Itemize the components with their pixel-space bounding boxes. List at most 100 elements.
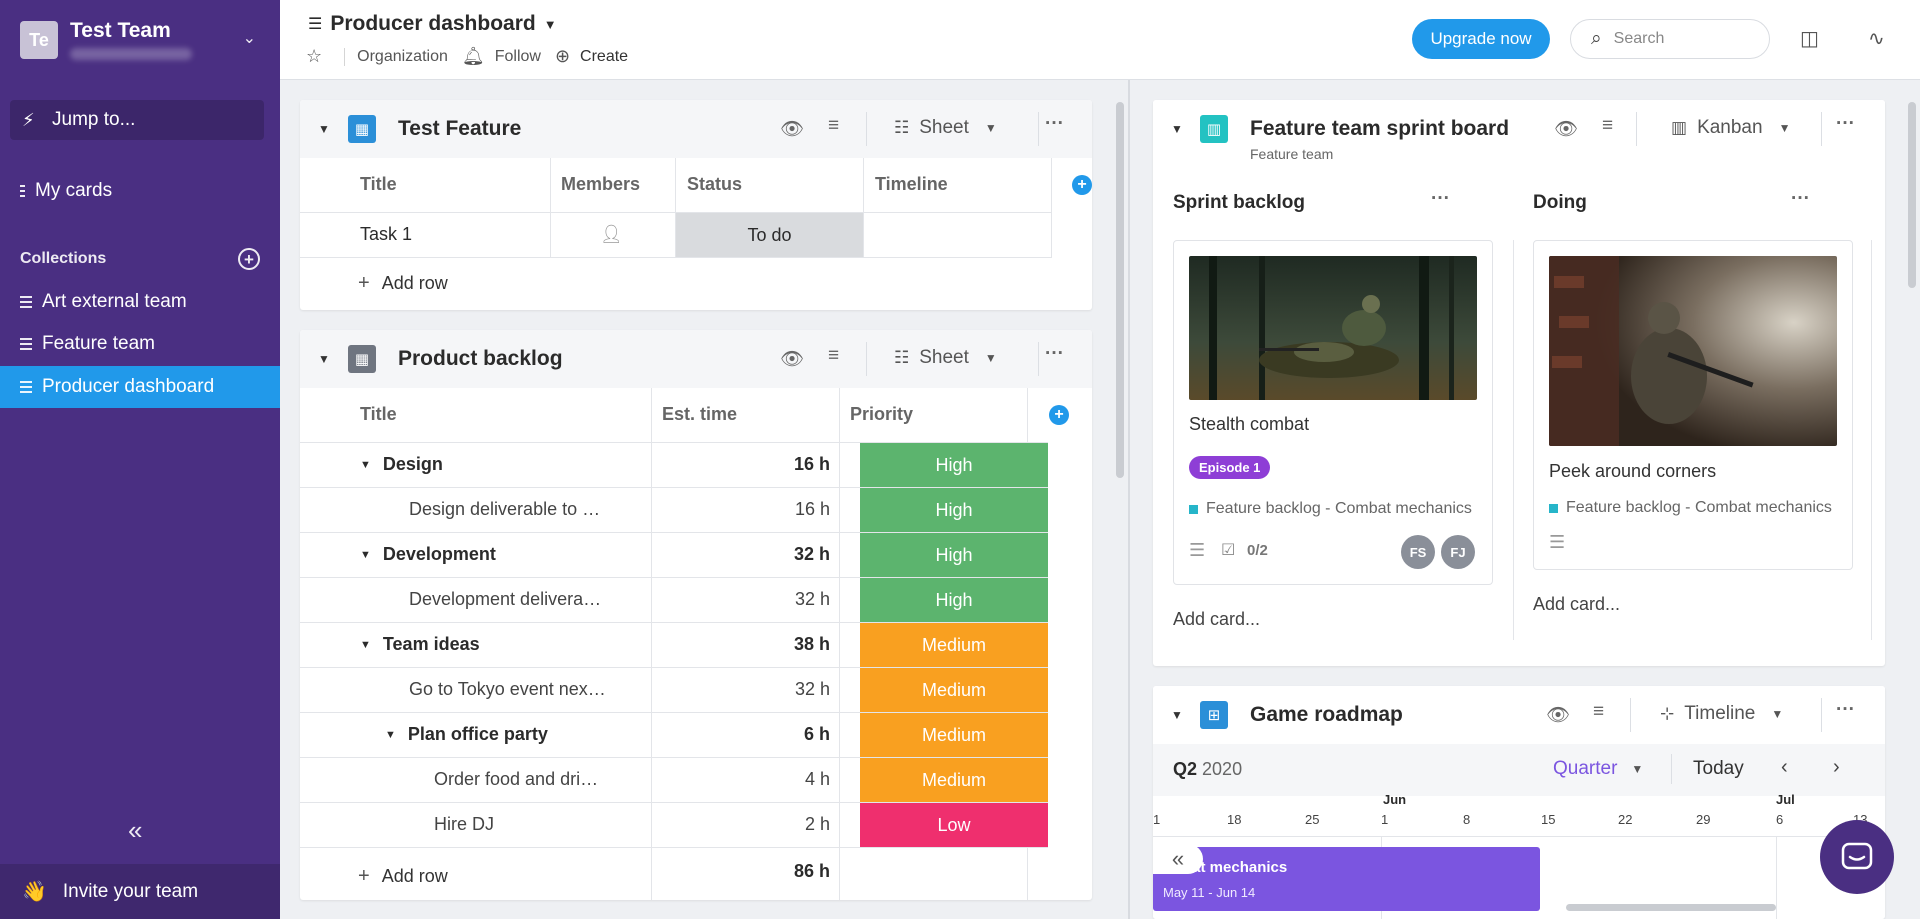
table-row-title[interactable]: ▼ Plan office party: [385, 712, 548, 757]
filter-icon[interactable]: ≡: [828, 345, 840, 366]
create-button[interactable]: Create: [580, 47, 629, 65]
column-header[interactable]: Priority: [850, 404, 914, 424]
expand-triangle-icon[interactable]: ▼: [360, 458, 371, 471]
expand-triangle-icon[interactable]: ▼: [360, 548, 371, 561]
add-row-button[interactable]: + Add row: [358, 865, 448, 888]
scrollbar[interactable]: [1908, 102, 1916, 288]
collapse-triangle-icon[interactable]: ▼: [318, 352, 330, 366]
eye-icon[interactable]: 👁︎: [1554, 119, 1579, 140]
invite-team-button[interactable]: 👋 Invite your team: [0, 864, 280, 919]
estimate-cell[interactable]: 32 h: [793, 544, 830, 564]
avatar[interactable]: FJ: [1441, 535, 1475, 569]
avatar[interactable]: FS: [1401, 535, 1435, 569]
estimate-cell[interactable]: 6 h: [803, 724, 830, 744]
activity-icon[interactable]: ∿: [1868, 28, 1885, 50]
chevron-left-icon[interactable]: ‹: [1781, 756, 1788, 778]
filter-icon[interactable]: ≡: [828, 115, 840, 136]
collapse-triangle-icon[interactable]: ▼: [1171, 708, 1183, 722]
table-row-title[interactable]: Development delivera…: [409, 577, 601, 622]
priority-cell[interactable]: Medium: [860, 758, 1048, 802]
more-icon[interactable]: ···: [1836, 699, 1855, 720]
priority-cell[interactable]: High: [860, 533, 1048, 577]
more-icon[interactable]: ···: [1836, 113, 1855, 134]
more-icon[interactable]: ···: [1045, 343, 1064, 364]
column-header[interactable]: Members: [561, 174, 641, 194]
star-icon[interactable]: ☆: [306, 46, 323, 66]
scrollbar[interactable]: [1116, 102, 1124, 478]
person-icon[interactable]: 👤︎: [600, 224, 623, 244]
more-icon[interactable]: ···: [1045, 113, 1064, 134]
eye-icon[interactable]: 👁︎: [1546, 705, 1571, 726]
add-row-button[interactable]: + Add row: [358, 272, 448, 295]
table-row-title[interactable]: Design deliverable to …: [409, 487, 600, 532]
view-switcher[interactable]: ☷ Sheet ▼: [894, 117, 997, 139]
more-icon[interactable]: ···: [1791, 188, 1810, 209]
estimate-cell[interactable]: 4 h: [804, 769, 830, 789]
table-cell-title[interactable]: Task 1: [360, 224, 413, 244]
expand-triangle-icon[interactable]: ▼: [385, 728, 396, 741]
add-collection-icon[interactable]: +: [238, 248, 260, 270]
split-view-icon[interactable]: ◫: [1800, 28, 1819, 50]
timeline-cell[interactable]: [864, 213, 1051, 257]
today-button[interactable]: Today: [1693, 758, 1744, 779]
add-card-button[interactable]: Add card...: [1173, 609, 1261, 629]
dashboard-title-menu[interactable]: ☰ Producer dashboard ▼: [308, 12, 557, 36]
chat-launcher[interactable]: [1820, 820, 1894, 894]
scale-selector[interactable]: Quarter ▼: [1553, 758, 1643, 780]
table-row-title[interactable]: Go to Tokyo event nex…: [409, 667, 606, 712]
timeline-bar[interactable]: bat mechanics May 11 - Jun 14: [1153, 847, 1540, 911]
column-header[interactable]: Timeline: [875, 174, 948, 194]
priority-cell[interactable]: Medium: [860, 713, 1048, 757]
table-row-title[interactable]: ▼ Development: [360, 532, 496, 577]
organization-link[interactable]: Organization: [357, 47, 448, 65]
eye-icon[interactable]: 👁︎: [780, 119, 805, 140]
column-header[interactable]: Title: [360, 174, 397, 194]
filter-icon[interactable]: ≡: [1602, 115, 1614, 136]
follow-button[interactable]: Follow: [494, 47, 541, 65]
collapse-triangle-icon[interactable]: ▼: [1171, 122, 1183, 136]
collapse-left-icon[interactable]: «: [1153, 844, 1203, 874]
sidebar-item-my-cards[interactable]: My cards: [0, 170, 280, 212]
column-header[interactable]: Est. time: [662, 404, 738, 424]
estimate-cell[interactable]: 16 h: [793, 454, 830, 474]
view-switcher[interactable]: ▥ Kanban ▼: [1671, 117, 1790, 139]
priority-cell[interactable]: High: [860, 578, 1048, 622]
table-row-title[interactable]: Hire DJ: [434, 802, 494, 847]
table-row-title[interactable]: ▼ Design: [360, 442, 443, 487]
estimate-cell[interactable]: 32 h: [794, 589, 830, 609]
sidebar-item-feature-team[interactable]: Feature team: [0, 323, 280, 365]
estimate-cell[interactable]: 2 h: [804, 814, 830, 834]
collapse-triangle-icon[interactable]: ▼: [318, 122, 330, 136]
chevron-down-icon[interactable]: ⌄: [242, 30, 256, 47]
priority-cell[interactable]: Medium: [860, 623, 1048, 667]
eye-icon[interactable]: 👁︎: [780, 349, 805, 370]
table-row-title[interactable]: Order food and dri…: [434, 757, 598, 802]
priority-cell[interactable]: High: [860, 488, 1048, 532]
sidebar-item-art-external-team[interactable]: Art external team: [0, 281, 280, 323]
jump-to-button[interactable]: ⚡ Jump to...: [10, 100, 264, 140]
add-column-icon[interactable]: +: [1072, 175, 1092, 195]
table-row-title[interactable]: ▼ Team ideas: [360, 622, 480, 667]
scrollbar[interactable]: [1566, 904, 1776, 911]
view-switcher[interactable]: ⊹ Timeline ▼: [1660, 703, 1783, 725]
estimate-cell[interactable]: 38 h: [793, 634, 830, 654]
add-column-icon[interactable]: +: [1049, 405, 1069, 425]
upgrade-button[interactable]: Upgrade now: [1412, 19, 1550, 59]
sidebar-item-producer-dashboard[interactable]: Producer dashboard: [0, 366, 280, 408]
column-header[interactable]: Title: [360, 404, 397, 424]
estimate-cell[interactable]: 32 h: [794, 679, 830, 699]
add-card-button[interactable]: Add card...: [1533, 594, 1621, 614]
priority-cell[interactable]: Medium: [860, 668, 1048, 712]
estimate-cell[interactable]: 16 h: [794, 499, 830, 519]
status-cell[interactable]: To do: [676, 213, 863, 257]
filter-icon[interactable]: ≡: [1593, 701, 1605, 722]
priority-cell[interactable]: Low: [860, 803, 1048, 847]
collapse-sidebar-icon[interactable]: «: [128, 815, 143, 845]
column-header[interactable]: Status: [687, 174, 743, 194]
search-input[interactable]: ⌕ Search: [1570, 19, 1770, 59]
priority-cell[interactable]: High: [860, 443, 1048, 487]
team-switcher[interactable]: Te Test Team ⌄: [20, 20, 260, 60]
more-icon[interactable]: ···: [1431, 188, 1450, 209]
chevron-right-icon[interactable]: ›: [1833, 756, 1840, 778]
view-switcher[interactable]: ☷ Sheet ▼: [894, 347, 997, 369]
